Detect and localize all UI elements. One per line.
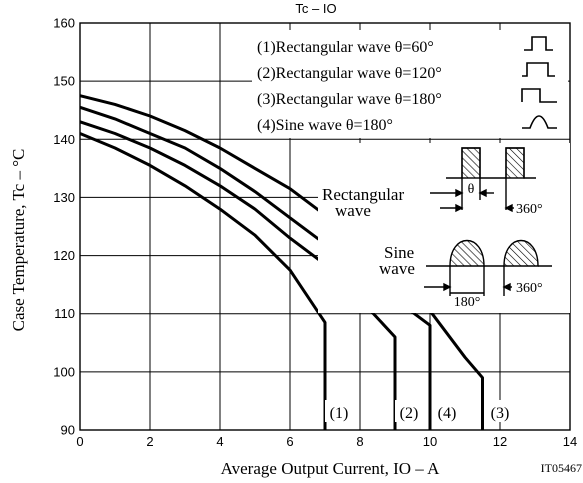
chart-title: Tc – IO — [295, 1, 336, 16]
rect-period-label: 360° — [516, 202, 543, 217]
y-tick-label: 100 — [53, 364, 75, 379]
rect-wave-120-icon — [522, 62, 555, 77]
series-tag: (1) — [330, 405, 349, 422]
arrow-head — [478, 188, 487, 198]
arrow-head — [502, 282, 511, 292]
legend: (1)Rectangular wave θ=60° (2)Rectangular… — [252, 30, 568, 138]
rect-pulse-1 — [461, 147, 481, 179]
series-tag-bg — [395, 400, 423, 422]
sine-wave-icon — [522, 115, 557, 129]
y-tick-labels: 90 100 110 120 130 140 150 160 — [53, 16, 75, 438]
rect-pulse-2 — [505, 147, 525, 179]
y-tick-label: 120 — [53, 248, 75, 263]
sine-waveform-diagram — [424, 240, 552, 296]
legend-entry: (4)Sine wave θ=180° — [257, 117, 393, 134]
rect-wave-60-icon — [524, 36, 553, 51]
x-tick-label: 12 — [493, 434, 507, 449]
x-tick-label: 6 — [286, 434, 293, 449]
x-tick-label: 8 — [356, 434, 363, 449]
half-period-label: 180° — [454, 295, 481, 310]
sine-hump-2 — [503, 240, 539, 267]
series-tag-bg — [433, 400, 461, 422]
x-tick-label: 10 — [423, 434, 437, 449]
y-tick-label: 110 — [54, 306, 75, 321]
arrow-head — [443, 282, 452, 292]
x-tick-label: 2 — [146, 434, 153, 449]
series-tag-bg — [325, 400, 353, 422]
x-axis-label: Average Output Current, IO – A — [221, 459, 440, 478]
series-tag-bg — [486, 400, 514, 422]
rect-wave-label: wave — [335, 201, 371, 220]
series-line-3 — [79, 94, 484, 430]
figure-code: IT05467 — [541, 461, 582, 475]
series-tag: (3) — [491, 405, 510, 422]
y-tick-label: 150 — [53, 74, 75, 89]
y-axis-label: Case Temperature, Tc – °C — [9, 149, 28, 332]
series-lines — [79, 94, 484, 430]
x-tick-label: 0 — [76, 434, 83, 449]
legend-entry: (2)Rectangular wave θ=120° — [257, 65, 442, 82]
arrow-head — [504, 203, 513, 213]
legend-entry: (1)Rectangular wave θ=60° — [257, 39, 434, 56]
legend-entry: (3)Rectangular wave θ=180° — [257, 91, 442, 108]
legend-bg — [252, 30, 568, 138]
x-tick-labels: 0 2 4 6 8 10 12 14 — [76, 434, 577, 449]
x-tick-label: 14 — [563, 434, 577, 449]
rect-wave-label: Rectangular — [322, 185, 404, 204]
sine-wave-label: Sine — [384, 243, 414, 262]
sine-hump-1 — [449, 240, 485, 267]
y-tick-label: 90 — [61, 423, 75, 438]
y-tick-label: 160 — [53, 16, 75, 31]
rect-waveform — [446, 147, 536, 179]
series-tag: (4) — [438, 405, 457, 422]
series-tags: (1) (2) (4) (3) — [325, 400, 514, 422]
legend-waveform-icons — [521, 36, 557, 129]
series-tag: (2) — [400, 405, 419, 422]
rect-waveform-diagram — [430, 147, 536, 213]
theta-label: θ — [468, 182, 475, 197]
x-tick-label: 4 — [216, 434, 223, 449]
y-tick-label: 140 — [53, 132, 75, 147]
y-tick-label: 130 — [53, 190, 75, 205]
sine-period-label: 360° — [516, 281, 543, 296]
rect-wave-180-icon — [521, 88, 557, 103]
arrow-head — [455, 188, 464, 198]
waveform-inset: θ Rectangular wave 360° Sine wave 180° 3… — [318, 143, 570, 313]
arrow-head — [455, 203, 464, 213]
series-line-1 — [79, 132, 327, 430]
sine-wave-label: wave — [379, 259, 415, 278]
